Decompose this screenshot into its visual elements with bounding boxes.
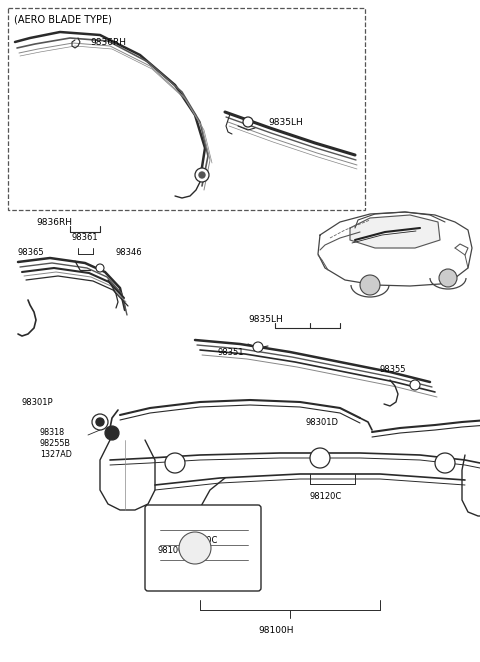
- Circle shape: [310, 448, 330, 468]
- Text: 98100H: 98100H: [258, 626, 293, 635]
- Text: 98351: 98351: [218, 348, 244, 357]
- Text: 9836RH: 9836RH: [36, 218, 72, 227]
- Text: 98346: 98346: [115, 248, 142, 257]
- Text: 9835LH: 9835LH: [248, 315, 283, 324]
- Circle shape: [435, 453, 455, 473]
- Circle shape: [410, 380, 420, 390]
- Circle shape: [243, 117, 253, 127]
- Text: 9836RH: 9836RH: [90, 38, 126, 47]
- Circle shape: [92, 414, 108, 430]
- Text: 1327AD: 1327AD: [40, 450, 72, 459]
- Text: 98301P: 98301P: [22, 398, 54, 407]
- Circle shape: [439, 269, 457, 287]
- Circle shape: [195, 168, 209, 182]
- Circle shape: [253, 342, 263, 352]
- Circle shape: [96, 264, 104, 272]
- Text: 98355: 98355: [380, 365, 407, 374]
- Text: 98318: 98318: [40, 428, 65, 437]
- Circle shape: [165, 453, 185, 473]
- Text: 98255B: 98255B: [40, 439, 71, 448]
- Circle shape: [105, 426, 119, 440]
- Circle shape: [179, 532, 211, 564]
- Text: 98160C: 98160C: [186, 536, 218, 545]
- Circle shape: [360, 275, 380, 295]
- Circle shape: [96, 418, 104, 426]
- Text: 9835LH: 9835LH: [268, 118, 303, 127]
- Bar: [8, 8, 365, 210]
- Text: 98301D: 98301D: [305, 418, 338, 427]
- FancyBboxPatch shape: [145, 505, 261, 591]
- Text: 98365: 98365: [18, 248, 45, 257]
- Text: 98100: 98100: [158, 546, 184, 555]
- Polygon shape: [350, 215, 440, 248]
- Text: 98361: 98361: [72, 233, 98, 242]
- Text: (AERO BLADE TYPE): (AERO BLADE TYPE): [14, 14, 112, 24]
- Text: 98120C: 98120C: [310, 492, 342, 501]
- Circle shape: [199, 172, 205, 178]
